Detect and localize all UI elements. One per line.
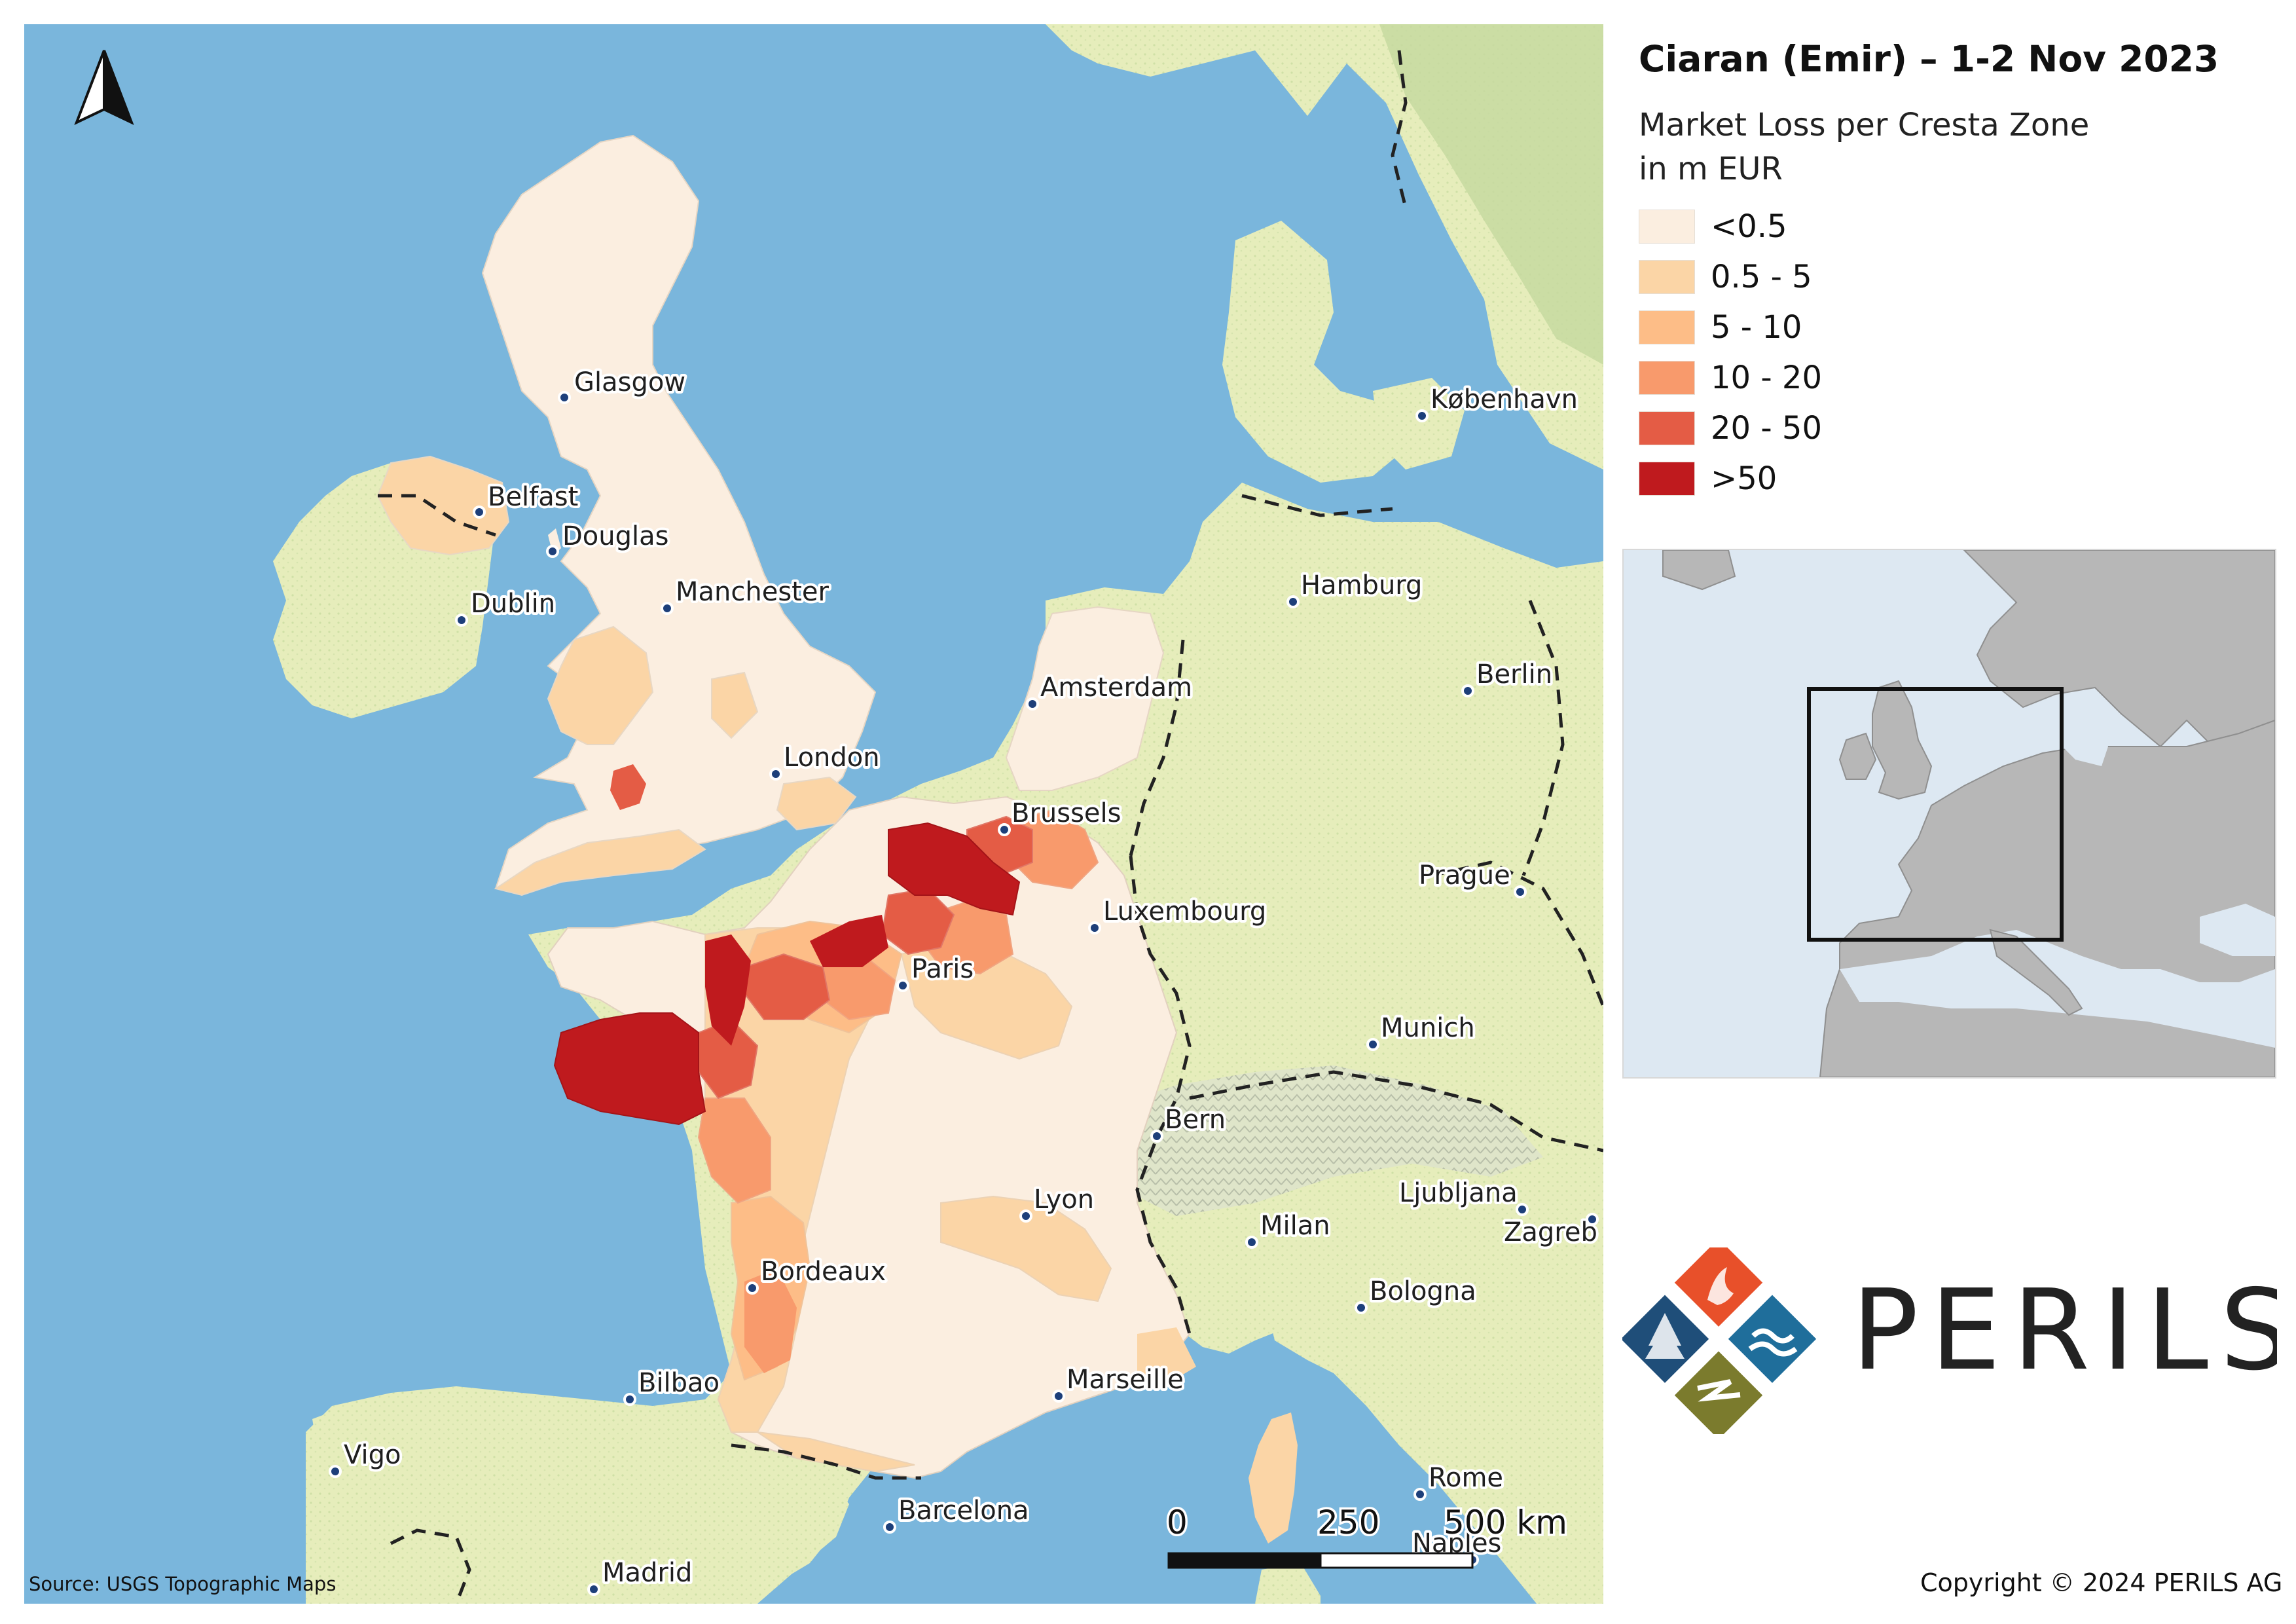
city-label: Paris (911, 954, 974, 984)
city-label: Munich (1381, 1013, 1475, 1043)
city-marker (589, 1584, 599, 1595)
city-marker (747, 1283, 757, 1293)
legend-item: 0.5 - 5 (1639, 251, 1822, 302)
legend-item: <0.5 (1639, 201, 1822, 251)
city-marker (1021, 1211, 1031, 1221)
city-marker (999, 824, 1010, 835)
logo-wordmark: PERILS (1851, 1266, 2277, 1395)
copyright: Copyright © 2024 PERILS AG (1920, 1568, 2282, 1597)
city-label: Barcelona (898, 1496, 1029, 1526)
city-label: Ljubljana (1399, 1178, 1518, 1208)
legend-title-line2: in m EUR (1639, 147, 2089, 191)
logo-fire-icon (1675, 1247, 1762, 1327)
city-label: Rome (1429, 1463, 1503, 1493)
city-marker (1515, 887, 1525, 897)
city-label: Bordeaux (761, 1257, 886, 1287)
city-marker (1027, 699, 1038, 709)
city-glasgow[interactable]: Glasgow (559, 367, 685, 403)
city-label: Zagreb (1504, 1217, 1597, 1247)
city-marker (456, 615, 467, 625)
city-marker (662, 603, 672, 614)
legend-item: 10 - 20 (1639, 352, 1822, 403)
city-label: Lyon (1034, 1185, 1094, 1215)
city-label: Berlin (1476, 659, 1552, 690)
city-label: Marseille (1066, 1365, 1184, 1395)
city-marker (1356, 1302, 1366, 1313)
city-marker (1415, 1489, 1425, 1500)
map-title: Ciaran (Emir) – 1-2 Nov 2023 (1639, 38, 2219, 80)
legend-swatch (1639, 361, 1695, 395)
legend-label: 20 - 50 (1711, 410, 1822, 447)
logo-wave-icon (1728, 1295, 1816, 1383)
city-label: Bilbao (638, 1368, 720, 1398)
city-label: Belfast (488, 482, 578, 512)
city-marker (1089, 923, 1100, 933)
map-source: Source: USGS Topographic Maps (29, 1573, 336, 1595)
legend-item: >50 (1639, 453, 1822, 504)
legend-title-line1: Market Loss per Cresta Zone (1639, 103, 2089, 147)
city-marker (1368, 1039, 1378, 1050)
city-zagreb[interactable]: Zagreb (1504, 1214, 1597, 1247)
inset-map (1622, 549, 2276, 1079)
city-marker (547, 546, 558, 557)
city-label: Madrid (602, 1558, 692, 1588)
city-belfast[interactable]: Belfast (474, 482, 578, 517)
city-label: Bern (1165, 1105, 1226, 1135)
city-marker (559, 392, 570, 403)
city-label: Hamburg (1301, 570, 1422, 600)
city-marker (1517, 1204, 1527, 1215)
city-marker (330, 1466, 340, 1477)
city-marker (898, 980, 908, 991)
legend-label: 0.5 - 5 (1711, 259, 1812, 295)
city-marker (1417, 411, 1427, 421)
map-canvas: Glasgow Belfast Douglas Dublin Mancheste… (24, 24, 1603, 1604)
city-marker (1463, 686, 1473, 696)
legend-label: 5 - 10 (1711, 309, 1802, 346)
city-marker (625, 1394, 635, 1405)
scale-label-250: 250 (1317, 1504, 1379, 1541)
city-label: Brussels (1011, 798, 1121, 828)
legend-label: 10 - 20 (1711, 360, 1822, 396)
city-label: Glasgow (574, 367, 685, 397)
logo-tree-icon (1622, 1295, 1709, 1383)
legend-swatch (1639, 260, 1695, 294)
city-label: Douglas (562, 521, 668, 551)
city-label: Luxembourg (1103, 896, 1266, 927)
legend-label: <0.5 (1711, 208, 1787, 245)
city-marker (474, 507, 484, 517)
legend-label: >50 (1711, 460, 1777, 497)
city-label: Manchester (676, 577, 829, 607)
city-marker (1288, 597, 1298, 607)
city-marker (1247, 1237, 1257, 1247)
legend-swatch (1639, 462, 1695, 496)
logo-earthquake-icon (1675, 1352, 1762, 1434)
city-label: Amsterdam (1040, 673, 1192, 703)
city-marker (1152, 1131, 1162, 1141)
city-label: Vigo (344, 1440, 401, 1470)
city-label: København (1430, 384, 1578, 415)
city-douglas[interactable]: Douglas (547, 521, 668, 557)
scale-label-500: 500 km (1444, 1504, 1567, 1541)
inset-canvas (1624, 550, 2275, 1077)
legend-item: 5 - 10 (1639, 302, 1822, 352)
perils-logo: PERILS (1622, 1247, 2277, 1434)
city-marker (771, 769, 781, 779)
city-marker (1053, 1391, 1064, 1401)
city-marker (884, 1522, 895, 1532)
legend-swatch (1639, 210, 1695, 244)
main-map[interactable]: Glasgow Belfast Douglas Dublin Mancheste… (23, 23, 1605, 1605)
legend-title: Market Loss per Cresta Zone in m EUR (1639, 103, 2089, 191)
legend-item: 20 - 50 (1639, 403, 1822, 453)
legend-swatch (1639, 411, 1695, 445)
scale-label-0: 0 (1167, 1504, 1188, 1541)
city-label: Prague (1419, 860, 1510, 891)
legend-swatch (1639, 310, 1695, 344)
city-label: Dublin (471, 589, 555, 619)
legend: <0.5 0.5 - 5 5 - 10 10 - 20 20 - 50 >50 (1639, 201, 1822, 504)
city-label: Bologna (1370, 1276, 1476, 1306)
city-label: London (784, 743, 880, 773)
city-label: Milan (1260, 1211, 1330, 1241)
